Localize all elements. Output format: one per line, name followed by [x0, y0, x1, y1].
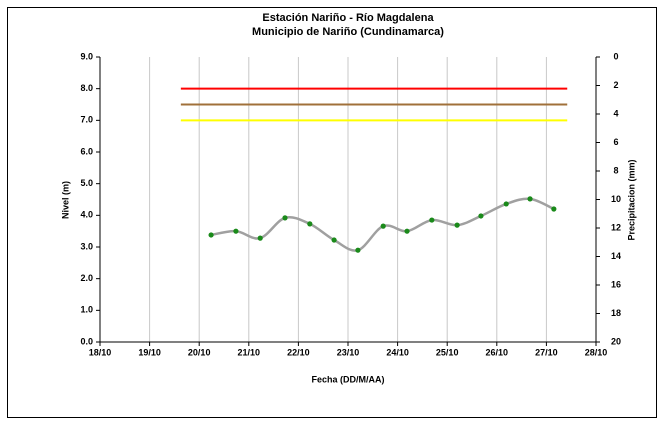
y-tick-label: 4.0 [80, 210, 93, 220]
x-tick-label: 27/10 [535, 347, 558, 357]
data-point [551, 206, 557, 212]
chart-frame [7, 7, 657, 418]
y2-axis-label: Precipitacion (mm) [626, 159, 636, 240]
x-tick-label: 22/10 [287, 347, 310, 357]
data-point [404, 228, 410, 234]
y2-tick-label: 0 [613, 51, 618, 61]
y2-tick-label: 10 [611, 194, 621, 204]
y-tick-label: 7.0 [80, 115, 93, 125]
x-tick-label: 24/10 [386, 347, 409, 357]
data-point [282, 215, 288, 221]
chart-subtitle: Municipio de Nariño (Cundinamarca) [252, 26, 444, 38]
x-tick-label: 18/10 [89, 347, 112, 357]
y2-tick-label: 4 [613, 108, 618, 118]
data-point [208, 232, 214, 238]
y-tick-label: 3.0 [80, 241, 93, 251]
y2-tick-label: 6 [613, 137, 618, 147]
chart-title: Estación Nariño - Río Magdalena [262, 12, 434, 24]
data-point [355, 247, 361, 253]
data-point [307, 221, 313, 227]
y2-tick-label: 14 [611, 251, 621, 261]
x-tick-label: 25/10 [436, 347, 459, 357]
y2-tick-label: 8 [613, 165, 618, 175]
x-tick-label: 28/10 [585, 347, 608, 357]
y-tick-label: 5.0 [80, 178, 93, 188]
y2-tick-label: 20 [611, 336, 621, 346]
x-tick-label: 21/10 [238, 347, 261, 357]
y-axis-label: Nivel (m) [60, 181, 70, 219]
x-tick-label: 20/10 [188, 347, 211, 357]
y-tick-label: 2.0 [80, 273, 93, 283]
y-tick-label: 6.0 [80, 146, 93, 156]
data-point [331, 237, 337, 243]
y-tick-label: 8.0 [80, 83, 93, 93]
y2-tick-label: 12 [611, 222, 621, 232]
y2-tick-label: 18 [611, 308, 621, 318]
x-tick-label: 19/10 [138, 347, 161, 357]
data-point [429, 217, 435, 223]
y-tick-label: 0.0 [80, 336, 93, 346]
data-point [478, 213, 484, 219]
y2-tick-label: 2 [613, 80, 618, 90]
data-point [257, 235, 263, 241]
x-axis-label: Fecha (DD/M/AA) [311, 374, 384, 384]
data-point [380, 223, 386, 229]
data-point [233, 228, 239, 234]
data-point [454, 222, 460, 228]
y2-tick-label: 16 [611, 279, 621, 289]
data-point [527, 196, 533, 202]
data-point [503, 201, 509, 207]
x-tick-label: 23/10 [337, 347, 360, 357]
y-tick-label: 9.0 [80, 51, 93, 61]
y-tick-label: 1.0 [80, 305, 93, 315]
x-tick-label: 26/10 [486, 347, 509, 357]
